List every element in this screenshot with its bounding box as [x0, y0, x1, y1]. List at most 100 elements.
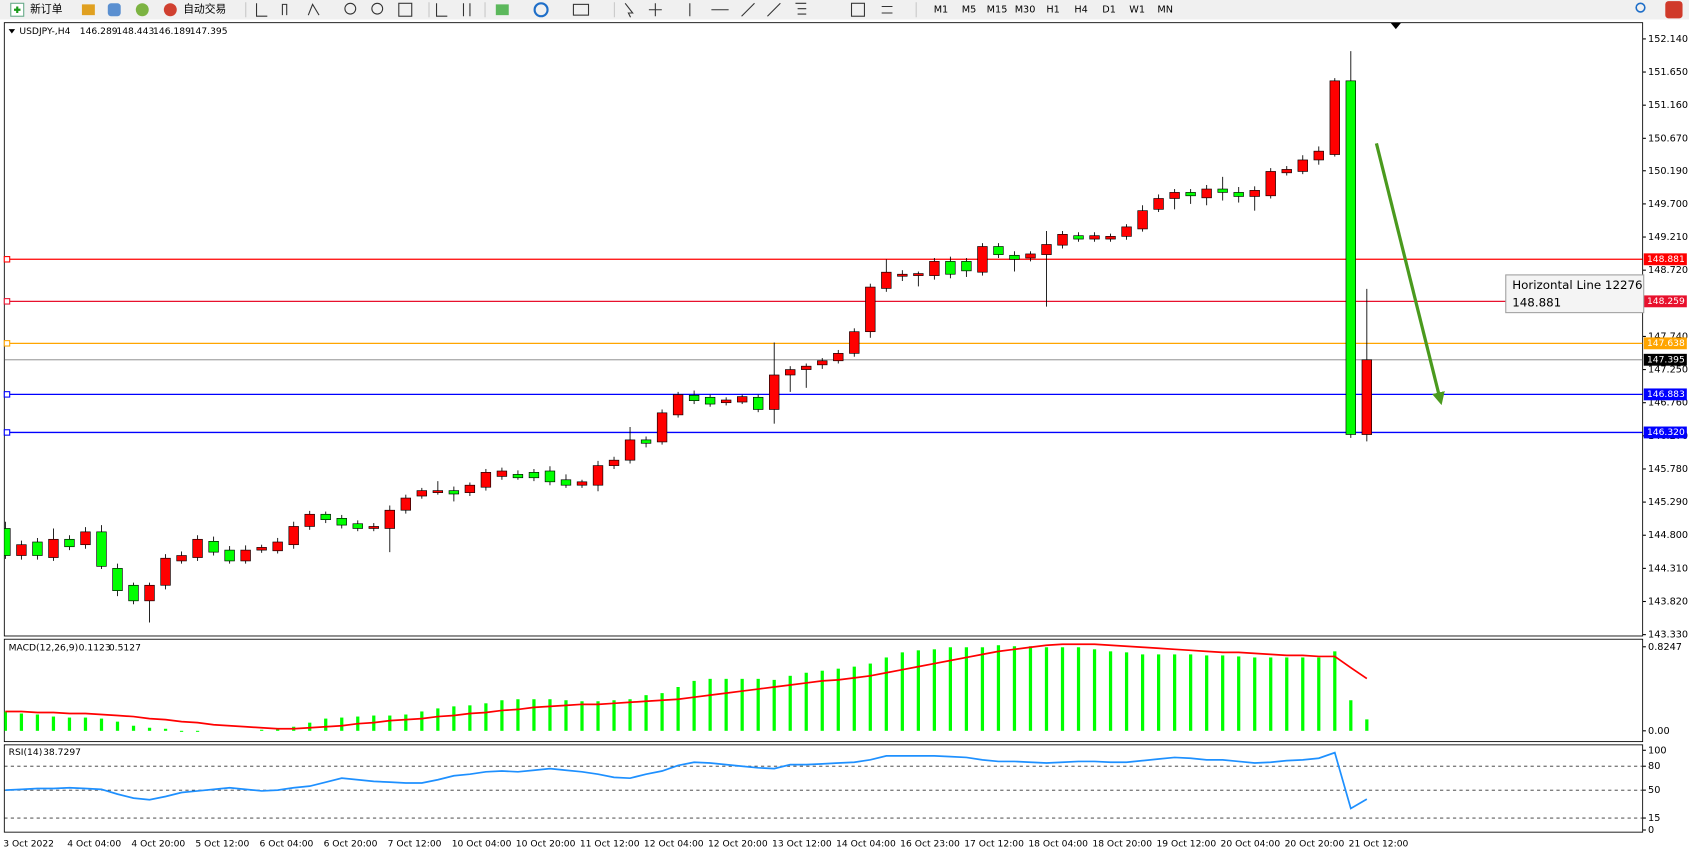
y-tick-label: 0 — [1648, 825, 1654, 836]
macd-bar — [19, 713, 24, 731]
chart-title: USDJPY-,H4 — [19, 26, 70, 37]
timeframe-button[interactable]: M30 — [1015, 5, 1036, 16]
macd-bar — [195, 730, 200, 732]
x-tick-label: 18 Oct 20:00 — [1092, 839, 1152, 850]
macd-bar — [580, 701, 584, 731]
candle-body — [849, 331, 860, 354]
icon[interactable] — [572, 3, 590, 16]
search-icon[interactable] — [1635, 2, 1646, 13]
macd-bar — [1301, 657, 1305, 731]
candle-body — [704, 396, 716, 405]
x-tick-label: 5 Oct 12:00 — [195, 839, 249, 850]
x-tick-label: 14 Oct 04:00 — [836, 839, 896, 850]
candle-body — [240, 549, 251, 562]
line-handle — [3, 256, 11, 263]
y-tick-label: 146.760 — [1648, 398, 1688, 409]
icon[interactable] — [495, 4, 509, 16]
icon[interactable] — [344, 2, 357, 15]
account-icon[interactable] — [1665, 1, 1683, 19]
timeframe-button[interactable]: M15 — [987, 5, 1008, 16]
timeframe-button[interactable]: W1 — [1129, 5, 1145, 16]
candle-body — [416, 490, 428, 497]
macd-bar — [1012, 646, 1017, 731]
y-tick-label: 151.160 — [1648, 100, 1688, 111]
rsi-line — [5, 751, 1368, 810]
candle-body — [1281, 169, 1292, 174]
candle-body — [304, 513, 315, 527]
candle-body — [1345, 80, 1356, 435]
auto-trading-button[interactable]: 自动交易 — [163, 3, 226, 17]
macd-bar — [868, 663, 872, 731]
candle-body — [1041, 244, 1052, 255]
axes: 152.140 151.650 151.160 150.670 150.190 149.7… — [3, 26, 1688, 850]
candle-body — [32, 541, 43, 556]
icon[interactable] — [255, 3, 320, 17]
candle-body — [1201, 188, 1212, 199]
indicator-value: 0.1123 — [79, 642, 111, 653]
price-label-bg — [1643, 337, 1687, 350]
x-tick-label: 18 Oct 04:00 — [1028, 839, 1088, 850]
candle-body — [4, 528, 11, 556]
timeframe-button[interactable]: H4 — [1074, 5, 1087, 16]
toolbar-bg — [0, 0, 1689, 20]
macd-bar — [980, 647, 985, 731]
price-label-bg — [1643, 353, 1687, 366]
candle-body — [929, 261, 940, 276]
y-tick-label: 0.8247 — [1648, 642, 1682, 653]
macd-plot — [4, 643, 1369, 732]
trend-arrow[interactable] — [1374, 143, 1445, 406]
ohlc-value: 146.189 — [153, 26, 191, 37]
candle-body — [672, 394, 684, 416]
line-handle — [3, 298, 11, 305]
timeframe-button[interactable]: M1 — [934, 5, 949, 16]
macd-bar — [1076, 647, 1081, 731]
candle-body — [945, 261, 956, 275]
candle-body — [192, 538, 203, 558]
icon[interactable] — [850, 2, 865, 17]
icon[interactable] — [135, 3, 149, 17]
macd-bar — [516, 699, 520, 731]
macd-bar — [692, 680, 696, 731]
candle-body — [464, 484, 476, 493]
candle-body — [688, 394, 700, 401]
price-label: 148.881 — [1647, 254, 1685, 265]
y-tick-label: 50 — [1648, 785, 1660, 796]
timeframe-button[interactable]: H1 — [1046, 5, 1059, 16]
candle-body — [1361, 359, 1373, 435]
chart-shift-marker[interactable] — [1390, 22, 1402, 30]
y-tick-label: 80 — [1648, 761, 1660, 772]
timeframe-button[interactable]: M5 — [962, 5, 977, 16]
icon[interactable] — [435, 3, 471, 17]
x-tick-label: 10 Oct 20:00 — [516, 839, 576, 850]
icon[interactable] — [624, 2, 807, 18]
rsi-panel — [3, 744, 1644, 833]
macd-bar — [115, 721, 120, 731]
icon[interactable] — [81, 4, 95, 16]
y-tick-label: 0.00 — [1648, 726, 1670, 737]
candle-body — [512, 474, 524, 479]
icon[interactable] — [398, 2, 413, 17]
candle-body — [544, 470, 556, 483]
candle-body — [736, 396, 748, 403]
y-tick-label: 143.330 — [1648, 630, 1688, 641]
macd-bar — [67, 717, 72, 731]
y-tick-label: 147.250 — [1648, 365, 1688, 376]
timeframe-button[interactable]: MN — [1157, 5, 1173, 16]
line-handle — [3, 429, 11, 436]
signal-line — [5, 643, 1368, 730]
candle-body — [432, 490, 444, 493]
timeframe-button[interactable]: D1 — [1102, 5, 1116, 16]
main-panel — [3, 22, 1644, 637]
tooltip-value: 148.881 — [1512, 295, 1561, 309]
y-tick-label: 147.740 — [1648, 331, 1688, 342]
macd-bar — [532, 699, 536, 731]
icon[interactable] — [107, 3, 121, 17]
new-order-button[interactable]: 新订单 — [10, 2, 63, 17]
icon[interactable] — [371, 2, 384, 15]
icon[interactable] — [533, 2, 549, 18]
candle-body — [865, 286, 876, 333]
macd-bar — [99, 718, 104, 731]
y-tick-label: 144.800 — [1648, 530, 1688, 541]
icon[interactable] — [881, 5, 893, 14]
toolbar-label: 新订单 — [30, 3, 63, 16]
